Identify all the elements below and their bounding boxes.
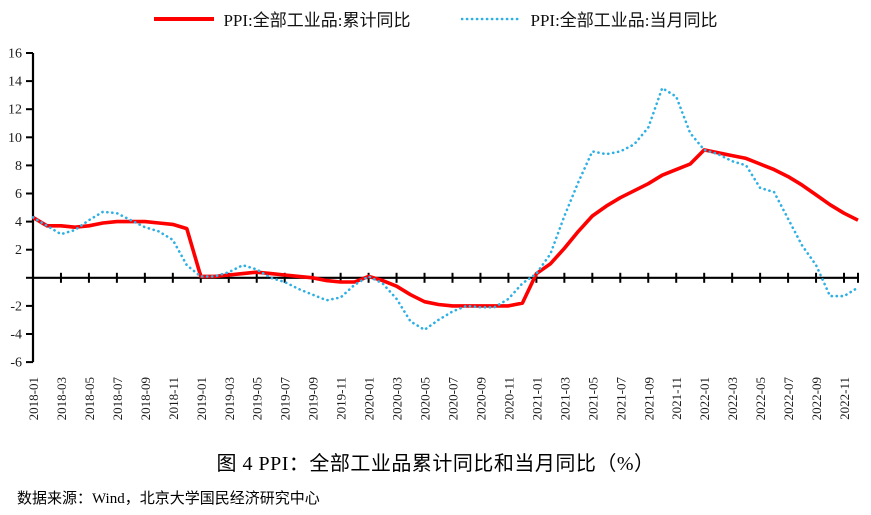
svg-text:2021-07: 2021-07 xyxy=(613,377,628,421)
legend: PPI:全部工业品:累计同比 PPI:全部工业品:当月同比 xyxy=(0,6,871,31)
svg-text:2020-03: 2020-03 xyxy=(390,377,405,420)
dotted-line-swatch-icon xyxy=(460,13,523,25)
svg-text:2018-05: 2018-05 xyxy=(82,377,97,420)
svg-text:4: 4 xyxy=(15,215,22,230)
svg-text:2022-11: 2022-11 xyxy=(837,377,852,420)
svg-text:2019-05: 2019-05 xyxy=(250,377,265,420)
series-line-1-dotted xyxy=(31,86,860,332)
svg-text:6: 6 xyxy=(15,187,22,202)
svg-text:2020-05: 2020-05 xyxy=(418,377,433,420)
series-line-0-solid xyxy=(32,148,859,308)
svg-text:2019-11: 2019-11 xyxy=(334,377,349,420)
source-note: 数据来源：Wind，北京大学国民经济研究中心 xyxy=(17,491,320,507)
svg-text:2018-09: 2018-09 xyxy=(138,377,153,420)
svg-text:12: 12 xyxy=(8,103,22,118)
svg-text:2021-01: 2021-01 xyxy=(529,377,544,420)
svg-text:2020-09: 2020-09 xyxy=(474,377,489,420)
svg-text:2021-03: 2021-03 xyxy=(557,377,572,420)
svg-text:2019-03: 2019-03 xyxy=(222,377,237,420)
svg-text:2022-05: 2022-05 xyxy=(753,377,768,420)
legend-item-cumulative: PPI:全部工业品:累计同比 xyxy=(153,6,411,31)
svg-text:2022-07: 2022-07 xyxy=(781,377,796,421)
svg-text:2019-07: 2019-07 xyxy=(278,377,293,421)
svg-text:2020-07: 2020-07 xyxy=(446,377,461,421)
chart-title: 图 4 PPI：全部工业品累计同比和当月同比（%） xyxy=(216,453,655,475)
legend-label-monthly: PPI:全部工业品:当月同比 xyxy=(530,11,718,30)
svg-text:2018-07: 2018-07 xyxy=(110,377,125,421)
svg-text:10: 10 xyxy=(8,131,22,146)
svg-text:2021-11: 2021-11 xyxy=(669,377,684,420)
svg-text:2: 2 xyxy=(15,243,22,258)
svg-text:-4: -4 xyxy=(10,328,22,343)
tick-marks xyxy=(26,52,859,364)
svg-text:14: 14 xyxy=(8,75,22,90)
svg-text:2020-01: 2020-01 xyxy=(362,377,377,420)
x-tick-labels: 2018-01 2018-03 2018-05 2018-07 2018-09 2018-… xyxy=(26,377,852,421)
svg-text:8: 8 xyxy=(15,159,22,174)
svg-text:2019-09: 2019-09 xyxy=(306,377,321,420)
svg-text:2022-03: 2022-03 xyxy=(725,377,740,420)
legend-item-monthly: PPI:全部工业品:当月同比 xyxy=(460,6,718,31)
svg-text:2018-01: 2018-01 xyxy=(26,377,41,420)
svg-text:2022-09: 2022-09 xyxy=(809,377,824,420)
svg-text:2018-11: 2018-11 xyxy=(166,377,181,420)
y-tick-labels: 16 14 12 10 8 6 4 2 -2 -4 -6 xyxy=(8,47,22,371)
svg-text:2021-05: 2021-05 xyxy=(585,377,600,420)
svg-text:2022-01: 2022-01 xyxy=(697,377,712,420)
svg-text:-2: -2 xyxy=(10,299,22,314)
svg-text:16: 16 xyxy=(8,47,22,62)
svg-text:2018-03: 2018-03 xyxy=(54,377,69,420)
axes xyxy=(31,53,858,363)
svg-text:2019-01: 2019-01 xyxy=(194,377,209,420)
svg-text:-6: -6 xyxy=(10,356,22,371)
solid-line-swatch-icon xyxy=(153,13,215,25)
legend-label-cumulative: PPI:全部工业品:累计同比 xyxy=(223,11,411,30)
svg-text:2020-11: 2020-11 xyxy=(501,377,516,420)
svg-text:2021-09: 2021-09 xyxy=(641,377,656,420)
